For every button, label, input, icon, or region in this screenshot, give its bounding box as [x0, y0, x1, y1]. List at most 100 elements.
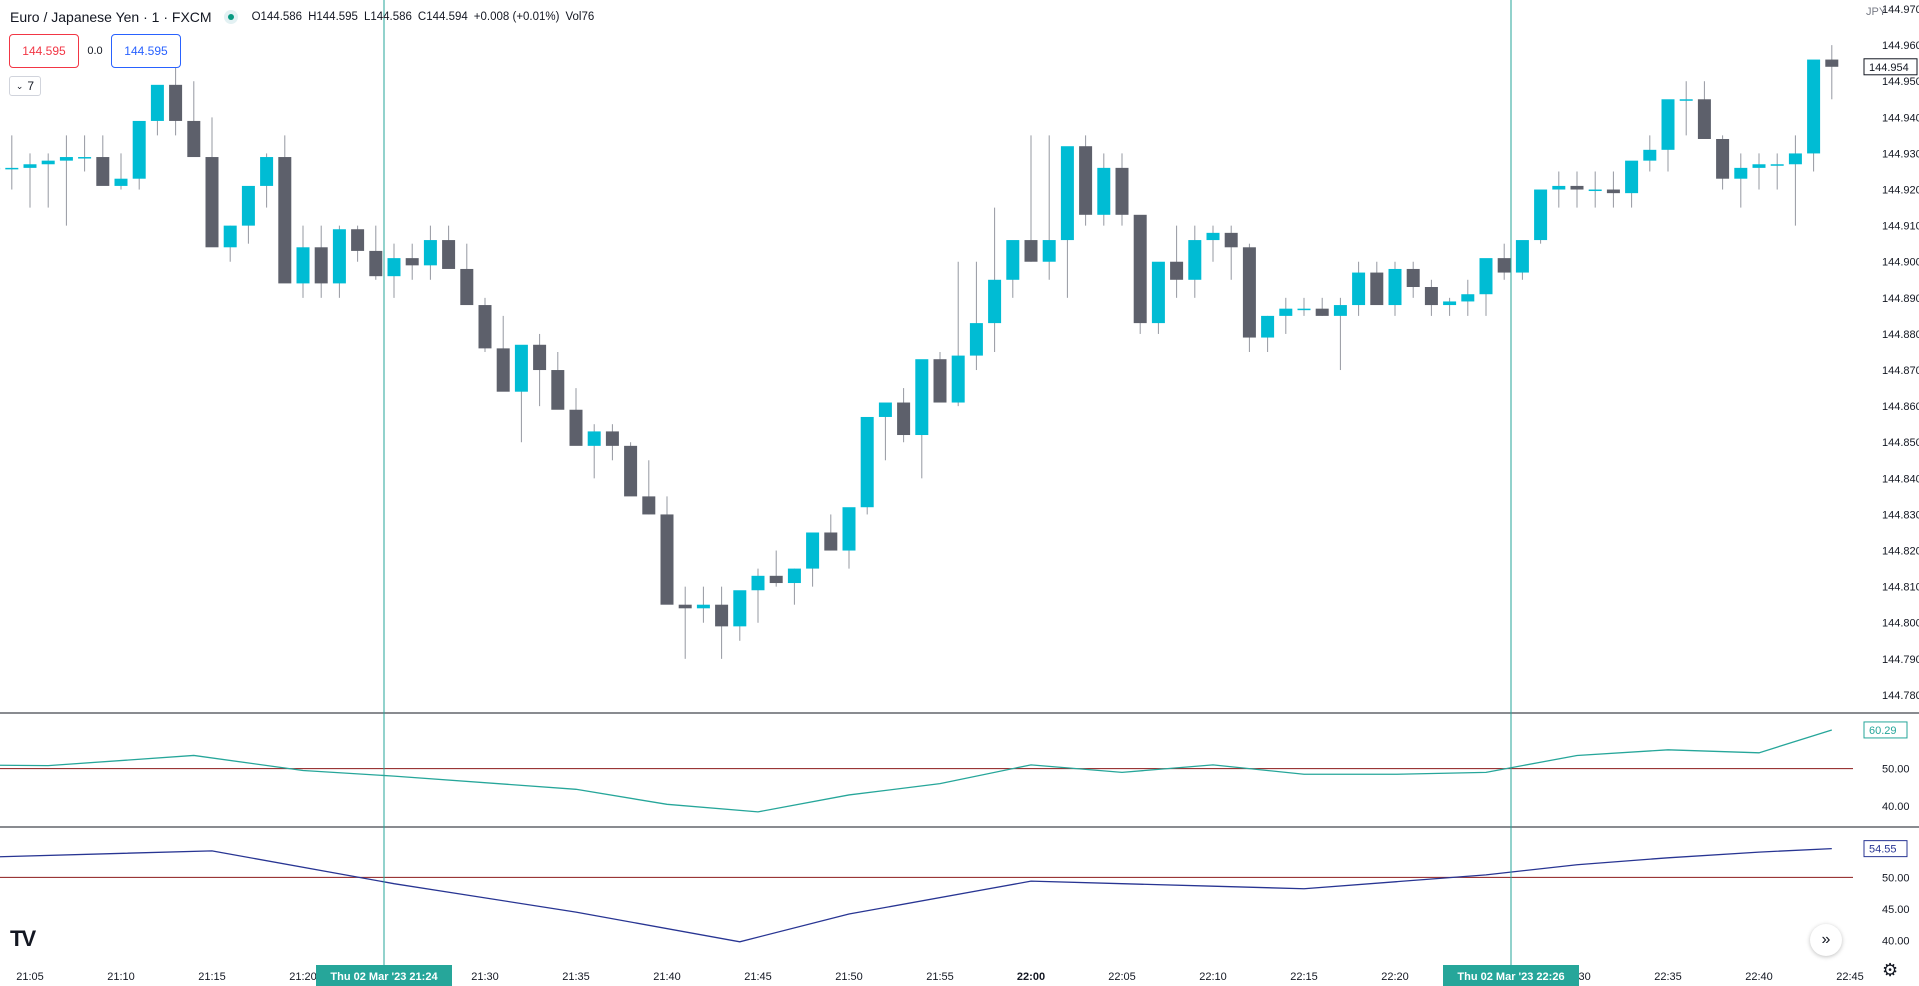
oscillator-axis-tick: 50.00	[1882, 764, 1910, 776]
candle-body	[1261, 315, 1275, 338]
indicators-collapse-button[interactable]: ⌄ 7	[9, 76, 41, 96]
oscillator-value-box	[1863, 840, 1908, 858]
time-axis-tick: 21:35	[562, 971, 590, 983]
candle-body	[1133, 214, 1147, 324]
market-status-icon[interactable]	[223, 10, 238, 24]
candle-body	[1570, 185, 1584, 190]
oscillator-axis-tick: 40.00	[1882, 936, 1910, 948]
time-axis-tick: 22:10	[1199, 971, 1227, 983]
candle-body	[1224, 232, 1238, 248]
scroll-to-realtime-button[interactable]: »	[1810, 924, 1842, 956]
candle-body	[678, 604, 692, 609]
candle-body	[1352, 272, 1366, 306]
candle-body	[260, 157, 274, 186]
candle-body	[1497, 258, 1511, 273]
candle-body	[1115, 167, 1129, 215]
tradingview-logo[interactable]: TV	[10, 926, 36, 951]
candle-body	[332, 229, 346, 284]
candle-body	[1097, 167, 1111, 215]
gear-icon[interactable]: ⚙	[1882, 960, 1899, 980]
price-axis-tick: 144.870	[1882, 365, 1919, 377]
candle-body	[1770, 164, 1784, 166]
trade-buttons: 144.595 0.0 144.595	[9, 34, 181, 68]
candle-body	[423, 240, 437, 266]
candle-body	[1661, 99, 1675, 150]
oscillator-axis-tick: 40.00	[1882, 801, 1910, 813]
candle-body	[642, 496, 656, 515]
candle-body	[533, 344, 547, 371]
price-axis-tick: 144.890	[1882, 293, 1919, 305]
candle-body	[915, 359, 929, 436]
candle-body	[1006, 240, 1020, 280]
time-axis-tick: 21:15	[198, 971, 226, 983]
candle-body	[460, 268, 474, 306]
ohlc-volume: Vol76	[565, 11, 595, 23]
price-axis-tick: 144.860	[1882, 401, 1919, 413]
candle-body	[351, 229, 365, 251]
ohlc-low: L144.586	[363, 11, 412, 23]
ohlc-close: C144.594	[417, 11, 468, 23]
oscillator-axis-tick: 45.00	[1882, 904, 1910, 916]
time-axis-tick: 21:30	[471, 971, 499, 983]
candle-body	[1697, 99, 1711, 139]
time-axis-tick: 22:40	[1745, 971, 1773, 983]
time-axis-tick: 21:20	[289, 971, 317, 983]
candle-body	[496, 348, 510, 392]
time-axis-tick: 21:55	[926, 971, 954, 983]
price-axis-tick: 144.840	[1882, 473, 1919, 485]
candle-body	[5, 167, 19, 170]
candle-body	[223, 225, 237, 248]
symbol-title[interactable]: Euro / Japanese Yen · 1 · FXCM	[10, 9, 212, 25]
candle-body	[787, 568, 801, 584]
candle-body	[296, 247, 310, 284]
candle-body	[96, 157, 110, 186]
buy-button[interactable]: 144.595	[111, 34, 181, 68]
time-axis-tick: 21:05	[16, 971, 44, 983]
candle-body	[1443, 301, 1457, 306]
sell-button[interactable]: 144.595	[9, 34, 79, 68]
candle-body	[1315, 308, 1329, 316]
candle-body	[41, 160, 55, 165]
candle-body	[1188, 240, 1202, 280]
candle-body	[1206, 232, 1220, 241]
candle-body	[369, 250, 383, 277]
candle-body	[1060, 146, 1074, 241]
candle-body	[1370, 272, 1384, 306]
currency-label[interactable]: JPY ˇ	[1866, 6, 1893, 18]
candle-body	[751, 575, 765, 591]
crosshair-time-label: Thu 02 Mar '23 22:26	[1457, 971, 1564, 983]
price-axis-tick: 144.920	[1882, 185, 1919, 197]
chevron-down-icon: ⌄	[15, 80, 24, 91]
candle-body	[478, 305, 492, 349]
candle-body	[1625, 160, 1639, 194]
candle-body	[132, 120, 146, 179]
candle-body	[1479, 258, 1493, 295]
candle-body	[205, 157, 219, 248]
candle-body	[860, 416, 874, 508]
time-axis-tick: 22:35	[1654, 971, 1682, 983]
candle-body	[951, 355, 965, 403]
price-axis-tick: 144.930	[1882, 148, 1919, 160]
candle-body	[897, 402, 911, 436]
indicator-count: 7	[27, 79, 35, 93]
candle-body	[587, 431, 601, 446]
candle-body	[806, 532, 820, 569]
symbol-legend: Euro / Japanese Yen · 1 · FXCM O144.586 …	[10, 8, 600, 26]
candle-body	[715, 604, 729, 627]
candle-body	[824, 532, 838, 551]
candle-body	[150, 84, 164, 121]
candle-body	[1515, 240, 1529, 273]
time-axis-tick: 22:45	[1836, 971, 1864, 983]
time-axis-tick: 21:40	[653, 971, 681, 983]
candle-body	[933, 359, 947, 403]
currency-code: JPY	[1866, 6, 1886, 18]
candle-body	[1461, 294, 1475, 302]
candle-body	[1279, 308, 1293, 316]
crosshair-time-label-box	[316, 965, 452, 986]
time-axis-tick: 22:15	[1290, 971, 1318, 983]
chevron-down-icon: ˇ	[1885, 6, 1893, 18]
candle-body	[23, 164, 37, 168]
time-axis-tick: 22:20	[1381, 971, 1409, 983]
candle-body	[1807, 59, 1821, 154]
